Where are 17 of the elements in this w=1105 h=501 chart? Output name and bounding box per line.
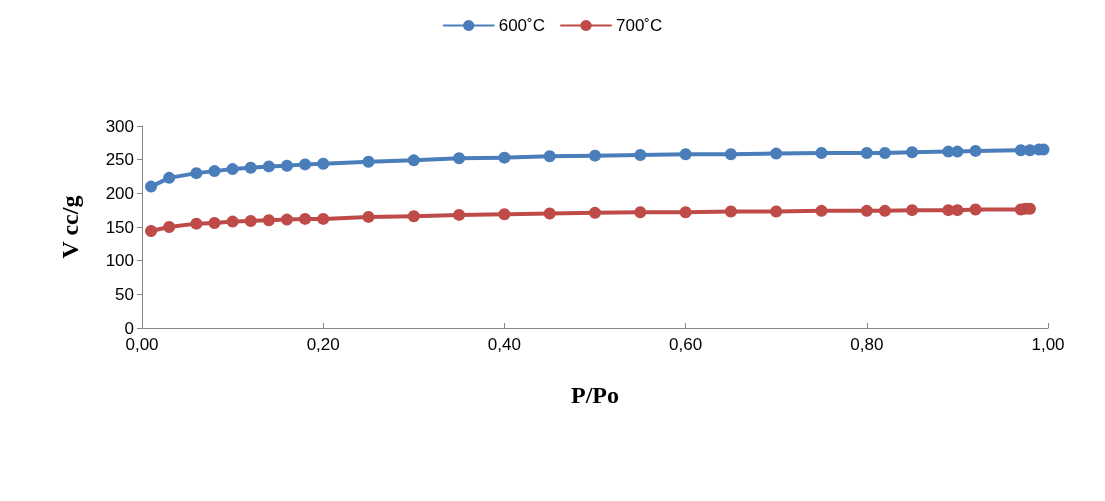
y-tick-label: 100: [105, 251, 134, 271]
x-tick-label: 0,40: [487, 335, 521, 354]
x-tick-label: 1,00: [1031, 335, 1065, 354]
x-tick-label: 0,80: [850, 335, 884, 354]
y-tick-label: 250: [105, 150, 134, 170]
legend-label: 600˚C: [498, 16, 546, 35]
y-axis-title: V cc/g: [57, 195, 83, 259]
y-tick-label: 50: [115, 284, 134, 304]
x-tick-label: 0,60: [669, 335, 703, 354]
x-tick-label: 0,20: [306, 335, 340, 354]
legend-label: 700˚C: [616, 16, 663, 35]
x-axis-title: P/Po: [571, 382, 619, 408]
y-tick-label: 150: [105, 217, 134, 237]
y-tick-label: 200: [105, 183, 134, 203]
y-tick-label: 300: [105, 116, 134, 136]
y-tick-label: 0: [124, 318, 134, 338]
x-tick-label: 0,00: [125, 335, 159, 354]
